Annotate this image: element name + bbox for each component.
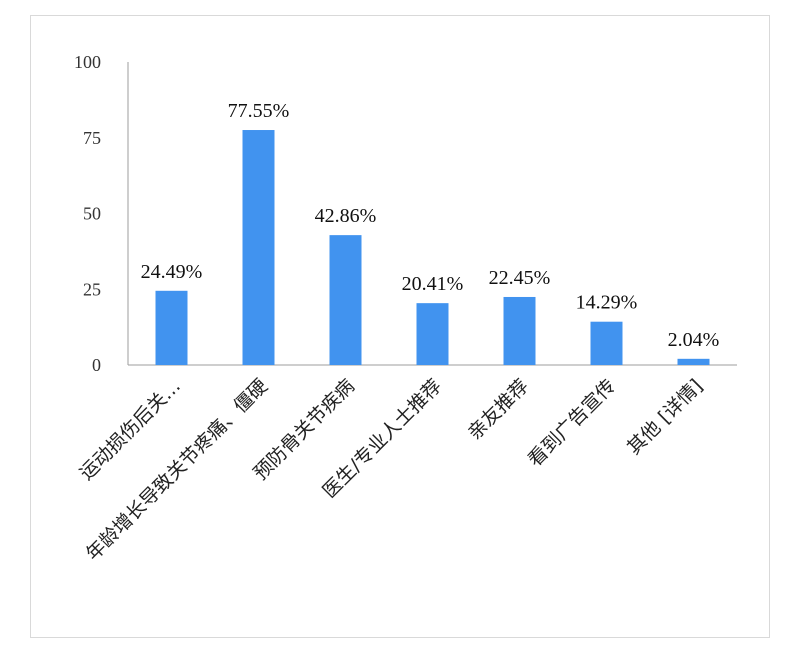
data-label: 2.04% xyxy=(668,329,720,351)
y-tick-label: 50 xyxy=(83,204,101,224)
data-label: 20.41% xyxy=(402,273,464,295)
bar xyxy=(329,235,362,365)
bar xyxy=(677,358,710,365)
data-label: 14.29% xyxy=(576,292,638,314)
bar xyxy=(590,321,623,365)
chart-frame xyxy=(30,15,770,638)
category-label: 其他 [详情] xyxy=(623,375,707,459)
data-label: 42.86% xyxy=(315,205,377,227)
bar xyxy=(503,296,536,365)
bar xyxy=(416,303,449,365)
category-label: 亲友推荐 xyxy=(464,375,533,444)
bar xyxy=(242,130,275,365)
bar xyxy=(155,290,188,365)
data-label: 22.45% xyxy=(489,267,551,289)
data-label: 77.55% xyxy=(228,100,290,122)
y-tick-label: 75 xyxy=(83,128,101,148)
y-tick-label: 100 xyxy=(74,52,101,72)
category-label: 看到广告宣传 xyxy=(524,375,620,471)
category-label: 年龄增长导致关节疼痛、僵硬 xyxy=(82,375,272,565)
y-tick-label: 25 xyxy=(83,279,101,299)
y-tick-label: 0 xyxy=(92,355,101,375)
data-label: 24.49% xyxy=(141,261,203,283)
